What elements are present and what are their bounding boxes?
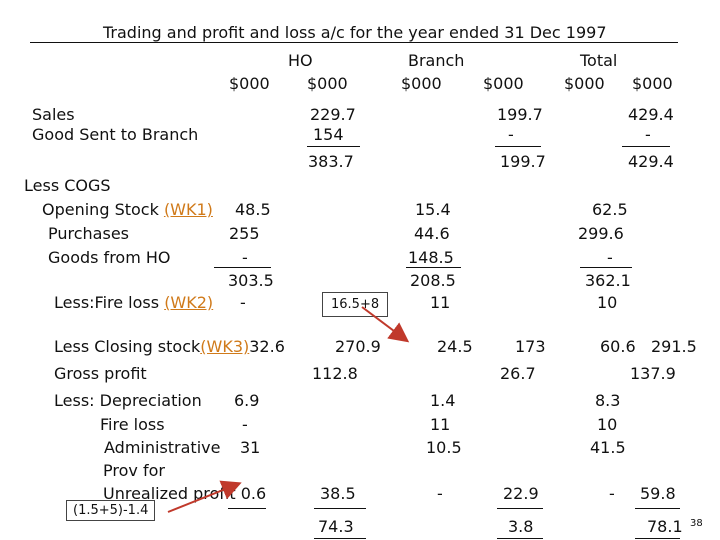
closing-stock-branch-cogs: 173 (515, 337, 546, 356)
goods-sent-total: - (645, 125, 651, 144)
rule (314, 538, 366, 539)
depreciation-branch: 1.4 (430, 391, 456, 410)
prov-for-label: Prov for (103, 461, 165, 480)
subtotal-ho: 383.7 (308, 152, 354, 171)
rule (580, 267, 632, 268)
unit-ho-2: $000 (307, 74, 348, 93)
sales-ho: 229.7 (310, 105, 356, 124)
goods-from-ho-branch: 148.5 (408, 248, 454, 267)
rule (214, 267, 271, 268)
gross-profit-branch: 26.7 (500, 364, 536, 383)
rule (307, 146, 360, 147)
closing-stock-label: Less Closing stock(WK3)32.6 (54, 338, 285, 356)
header-total: Total (580, 51, 618, 70)
goods-from-ho-total: - (607, 248, 613, 267)
opening-stock-branch: 15.4 (415, 200, 451, 219)
administrative-total: 41.5 (590, 438, 626, 457)
wk3-link[interactable]: (WK3) (200, 337, 250, 356)
gross-profit-label: Gross profit (54, 364, 147, 383)
depreciation-ho: 6.9 (234, 391, 260, 410)
unrealized-total-total: 59.8 (640, 484, 676, 503)
goods-sent-branch: - (508, 125, 514, 144)
sales-total: 429.4 (628, 105, 674, 124)
unit-branch-2: $000 (483, 74, 524, 93)
rule (497, 508, 543, 509)
wk1-link[interactable]: (WK1) (163, 200, 213, 219)
wk2-link[interactable]: (WK2) (164, 293, 214, 312)
fire-loss-ho: - (240, 293, 246, 312)
opening-stock-text: Opening Stock (42, 200, 159, 219)
closing-stock-ho: 32.6 (249, 337, 285, 356)
fire-loss-exp-ho: - (242, 415, 248, 434)
rule (228, 508, 266, 509)
rule (495, 146, 541, 147)
purchases-branch: 44.6 (414, 224, 450, 243)
goods-sent-ho: 154 (313, 125, 344, 144)
subtotal-branch: 199.7 (500, 152, 546, 171)
fire-loss-exp-branch: 11 (430, 415, 451, 434)
closing-stock-branch: 24.5 (437, 337, 473, 356)
fire-loss-label: Less:Fire loss (WK2) (54, 294, 213, 312)
closing-stock-total: 60.6 (600, 337, 636, 356)
unrealized-branch: - (437, 484, 443, 503)
fire-loss-total: 10 (597, 293, 618, 312)
unrealized-total: - (609, 484, 615, 503)
rule (622, 146, 670, 147)
gross-profit-ho: 112.8 (312, 364, 358, 383)
depreciation-total: 8.3 (595, 391, 621, 410)
rule (635, 508, 680, 509)
gross-profit-total: 137.9 (630, 364, 676, 383)
fire-loss-exp-total: 10 (597, 415, 618, 434)
opening-stock-total: 62.5 (592, 200, 628, 219)
net-profit-ho: 74.3 (318, 517, 354, 536)
unit-branch-1: $000 (401, 74, 442, 93)
closing-stock-text: Less Closing stock (54, 337, 201, 356)
unrealized-calc-note: (1.5+5)-1.4 (66, 500, 156, 521)
net-profit-branch: 3.8 (508, 517, 534, 536)
sales-branch: 199.7 (497, 105, 543, 124)
unit-ho-1: $000 (229, 74, 270, 93)
rule (497, 538, 543, 539)
unit-total-2: $000 (632, 74, 673, 93)
opening-stock-ho: 48.5 (235, 200, 271, 219)
administrative-label: Administrative (104, 438, 221, 457)
slide-number: 38 (690, 518, 703, 529)
statement-title: Trading and profit and loss a/c for the … (103, 23, 607, 42)
fire-loss-calc-note: 16.5+8 (322, 292, 389, 317)
unrealized-ho: 0.6 (240, 484, 267, 503)
cogs-subtotal-branch: 208.5 (410, 271, 456, 290)
fire-loss-exp-label: Fire loss (100, 415, 165, 434)
header-branch: Branch (408, 51, 465, 70)
rule (635, 538, 680, 539)
title-underline (30, 42, 678, 43)
purchases-total: 299.6 (578, 224, 624, 243)
administrative-branch: 10.5 (426, 438, 462, 457)
less-cogs-label: Less COGS (24, 176, 111, 195)
header-ho: HO (288, 51, 313, 70)
net-profit-total: 78.1 (647, 517, 683, 536)
administrative-ho: 31 (240, 438, 261, 457)
cogs-subtotal-ho: 303.5 (228, 271, 274, 290)
fire-loss-branch: 11 (430, 293, 451, 312)
subtotal-total: 429.4 (628, 152, 674, 171)
rule (406, 267, 461, 268)
depreciation-label: Less: Depreciation (54, 391, 202, 410)
closing-stock-ho-cogs: 270.9 (335, 337, 381, 356)
purchases-ho: 255 (229, 224, 260, 243)
sales-label: Sales (32, 105, 75, 124)
opening-stock-label: Opening Stock (WK1) (42, 201, 213, 219)
goods-from-ho-label: Goods from HO (48, 248, 171, 267)
purchases-label: Purchases (48, 224, 129, 243)
rule (314, 508, 366, 509)
unrealized-ho-total: 38.5 (320, 484, 356, 503)
closing-stock-total-cogs: 291.5 (651, 337, 697, 356)
fire-loss-text: Less:Fire loss (54, 293, 160, 312)
goods-sent-label: Good Sent to Branch (32, 125, 199, 144)
unit-total-1: $000 (564, 74, 605, 93)
cogs-subtotal-total: 362.1 (585, 271, 631, 290)
unrealized-branch-total: 22.9 (503, 484, 539, 503)
goods-from-ho-ho: - (242, 248, 248, 267)
